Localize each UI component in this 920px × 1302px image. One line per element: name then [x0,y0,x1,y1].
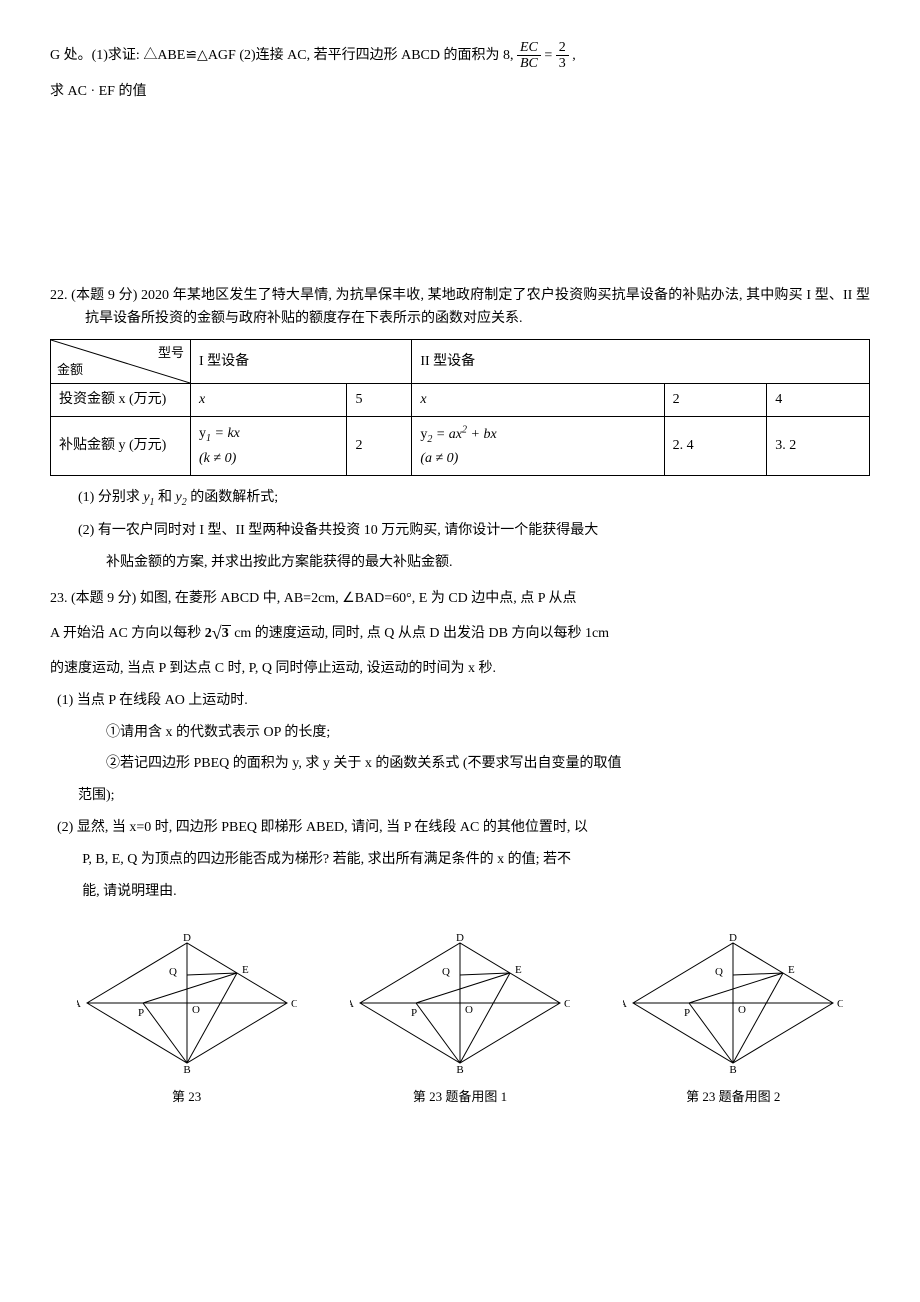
q21-line2: 求 AC · EF 的值 [50,80,870,104]
svg-text:C: C [291,998,297,1010]
svg-text:A: A [623,998,627,1010]
diag-header-cell: 型号 金额 [51,340,191,384]
table-row: 投资金额 x (万元) x 5 x 2 4 [51,384,870,417]
invest-label: 投资金额 x (万元) [51,384,191,417]
q21-line1: G 处。(1)求证: △ABE≌△AGF (2)连接 AC, 若平行四边形 AB… [50,40,870,72]
q23-line1: 23. (本题 9 分) 如图, 在菱形 ABCD 中, AB=2cm, ∠BA… [50,587,870,611]
q22-intro: 22. (本题 9 分) 2020 年某地区发生了特大旱情, 为抗旱保丰收, 某… [50,284,870,332]
coef-2: 2 [205,626,212,641]
cell: y1 = kx (k ≠ 0) [191,416,347,475]
cell: y2 = ax2 + bx (a ≠ 0) [412,416,664,475]
frac-2-3: 2 3 [556,40,569,72]
q22-sub2b: 补贴金额的方案, 并求出按此方案能获得的最大补贴金额. [50,551,870,575]
svg-text:D: D [183,933,191,944]
rhombus-svg-1: D B A C O Q E P [77,933,297,1073]
q23-sub2c: 能, 请说明理由. [50,880,870,904]
svg-text:D: D [729,933,737,944]
svg-text:A: A [77,998,81,1010]
rhombus-svg-2: D B A C O Q E P [350,933,570,1073]
table-row: 补贴金额 y (万元) y1 = kx (k ≠ 0) 2 y2 = ax2 +… [51,416,870,475]
cell: 3. 2 [767,416,870,475]
svg-text:D: D [456,933,464,944]
diagram-2: D B A C O Q E P 第 23 题备用图 1 [350,933,570,1108]
caption-3: 第 23 题备用图 2 [623,1086,843,1108]
svg-text:Q: Q [442,966,450,978]
q23-sub1a: ①请用含 x 的代数式表示 OP 的长度; [50,721,870,745]
q21-tail: , [572,48,576,63]
svg-text:P: P [684,1007,690,1019]
svg-text:B: B [183,1064,190,1073]
q22-block: 22. (本题 9 分) 2020 年某地区发生了特大旱情, 为抗旱保丰收, 某… [50,284,870,575]
svg-text:E: E [788,964,795,976]
col-II-header: II 型设备 [412,340,870,384]
caption-1: 第 23 [77,1086,297,1108]
svg-text:Q: Q [715,966,723,978]
sqrt-3: √3 [212,618,231,649]
svg-text:P: P [411,1007,417,1019]
svg-text:A: A [350,998,354,1010]
q23-line2: A 开始沿 AC 方向以每秒 2√3 cm 的速度运动, 同时, 点 Q 从点 … [50,618,870,649]
cell: x [191,384,347,417]
header-type-label: 型号 [158,342,184,364]
q23-sub2b: P, B, E, Q 为顶点的四边形能否成为梯形? 若能, 求出所有满足条件的 … [50,848,870,872]
svg-text:B: B [456,1064,463,1073]
svg-text:B: B [730,1064,737,1073]
svg-text:E: E [515,964,522,976]
table-row: 型号 金额 I 型设备 II 型设备 [51,340,870,384]
svg-text:C: C [564,998,570,1010]
svg-text:E: E [242,964,249,976]
svg-text:C: C [837,998,843,1010]
cell: 2 [664,384,767,417]
y2-cond: (a ≠ 0) [420,451,458,466]
q22-sub1: (1) 分别求 y1 和 y2 的函数解析式; [50,486,870,511]
frac-ec-bc: EC BC [517,40,541,72]
svg-text:P: P [138,1007,144,1019]
q23-line3: 的速度运动, 当点 P 到达点 C 时, P, Q 同时停止运动, 设运动的时间… [50,657,870,681]
diagram-row: D B A C O Q E P 第 23 D [50,933,870,1108]
svg-text:O: O [738,1004,746,1016]
q23-sub1b2: 范围); [50,784,870,808]
svg-text:O: O [192,1004,200,1016]
diagram-1: D B A C O Q E P 第 23 [77,933,297,1108]
header-amount-label: 金额 [57,359,83,381]
cell: 5 [347,384,412,417]
q21-pre: G 处。(1)求证: △ABE≌△AGF (2)连接 AC, 若平行四边形 AB… [50,48,517,63]
caption-2: 第 23 题备用图 1 [350,1086,570,1108]
eq-sign: = [544,48,555,63]
y1-expr: y1 = kx [199,426,240,441]
q23-sub1: (1) 当点 P 在线段 AO 上运动时. [50,689,870,713]
q23-block: 23. (本题 9 分) 如图, 在菱形 ABCD 中, AB=2cm, ∠BA… [50,587,870,904]
subsidy-label: 补贴金额 y (万元) [51,416,191,475]
diagram-3: D B A C O Q E P 第 23 题备用图 2 [623,933,843,1108]
y1-cond: (k ≠ 0) [199,451,236,466]
svg-text:Q: Q [169,966,177,978]
svg-text:O: O [465,1004,473,1016]
cell: 4 [767,384,870,417]
cell: 2. 4 [664,416,767,475]
cell: x [412,384,664,417]
rhombus-svg-3: D B A C O Q E P [623,933,843,1073]
q22-sub2a: (2) 有一农户同时对 I 型、II 型两种设备共投资 10 万元购买, 请你设… [50,519,870,543]
q23-sub1b: ②若记四边形 PBEQ 的面积为 y, 求 y 关于 x 的函数关系式 (不要求… [50,752,870,776]
col-I-header: I 型设备 [191,340,412,384]
y2-expr: y2 = ax2 + bx [420,427,496,442]
q22-table: 型号 金额 I 型设备 II 型设备 投资金额 x (万元) x 5 x 2 4… [50,339,870,476]
q23-sub2a: (2) 显然, 当 x=0 时, 四边形 PBEQ 即梯形 ABED, 请问, … [50,816,870,840]
cell: 2 [347,416,412,475]
